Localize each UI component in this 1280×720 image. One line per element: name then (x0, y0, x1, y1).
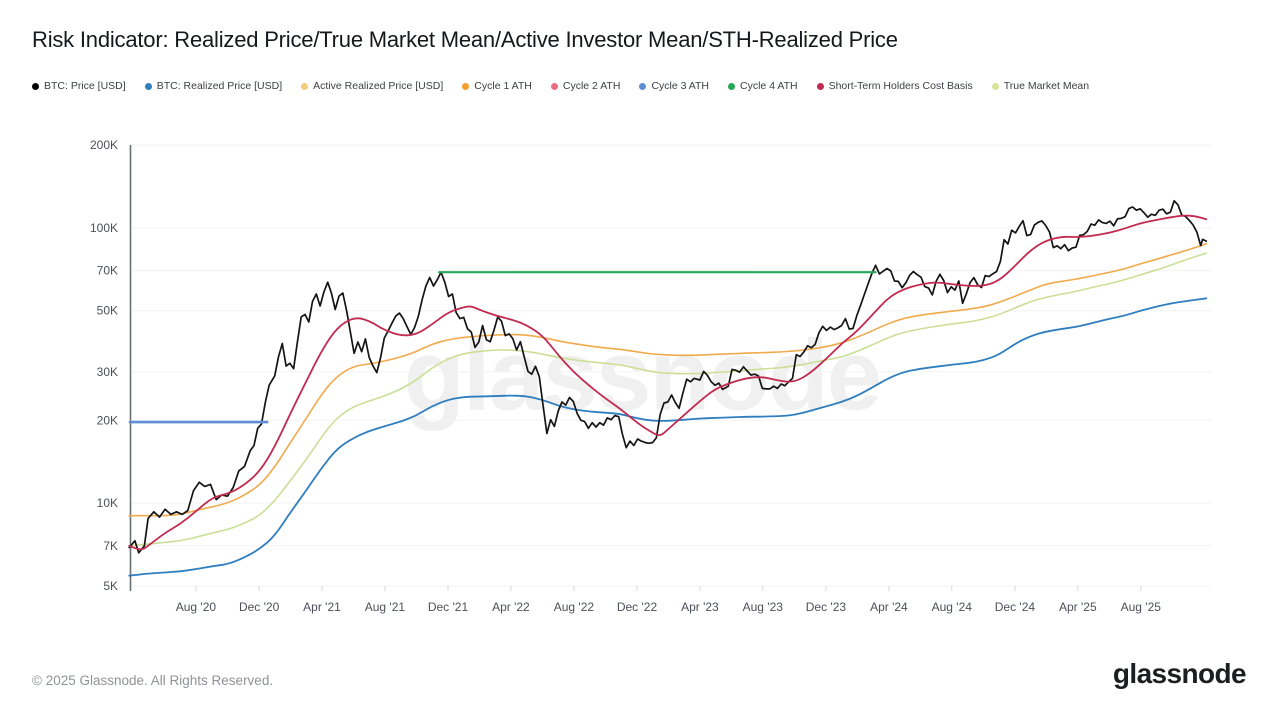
legend-item-cycle-3-ath[interactable]: Cycle 3 ATH (639, 80, 709, 92)
legend-item-cycle-4-ath[interactable]: Cycle 4 ATH (728, 80, 798, 92)
svg-text:Aug '22: Aug '22 (554, 600, 595, 614)
svg-text:Apr '22: Apr '22 (492, 600, 530, 614)
legend-item-label: BTC: Realized Price [USD] (156, 80, 283, 92)
svg-text:Apr '25: Apr '25 (1059, 600, 1097, 614)
svg-text:100K: 100K (90, 221, 118, 235)
legend-item-label: Short-Term Holders Cost Basis (828, 80, 973, 92)
legend-item-label: Cycle 3 ATH (651, 80, 710, 92)
svg-text:Aug '20: Aug '20 (176, 600, 217, 614)
svg-text:Apr '21: Apr '21 (303, 600, 341, 614)
svg-text:5K: 5K (103, 579, 118, 593)
legend-dot-icon (144, 82, 152, 90)
legend-dot-icon (550, 82, 558, 90)
legend-item-true-market-mean[interactable]: True Market Mean (991, 80, 1090, 92)
legend-item-label: BTC: Price [USD] (44, 80, 126, 92)
svg-text:Aug '21: Aug '21 (365, 600, 406, 614)
legend-dot-icon (991, 82, 999, 90)
series-short-term-holders-cost-basis (128, 214, 1208, 551)
svg-text:Aug '24: Aug '24 (932, 600, 973, 614)
svg-text:Aug '25: Aug '25 (1121, 600, 1162, 614)
svg-text:7K: 7K (103, 539, 118, 553)
svg-text:200K: 200K (90, 138, 118, 152)
legend-item-btc-realized-price-usd[interactable]: BTC: Realized Price [USD] (144, 80, 283, 92)
page-title: Risk Indicator: Realized Price/True Mark… (32, 27, 898, 52)
svg-text:30K: 30K (97, 365, 118, 379)
svg-text:20K: 20K (97, 413, 118, 427)
svg-text:Dec '21: Dec '21 (428, 600, 469, 614)
svg-text:Aug '23: Aug '23 (743, 600, 784, 614)
svg-text:50K: 50K (97, 304, 118, 318)
svg-text:Apr '24: Apr '24 (870, 600, 908, 614)
legend-item-label: Cycle 2 ATH (562, 80, 621, 92)
glassnode-logo: glassnode (1112, 658, 1247, 689)
series-btc-price-usd (128, 199, 1208, 554)
legend-dot-icon (816, 82, 824, 90)
svg-text:Dec '24: Dec '24 (995, 600, 1036, 614)
svg-text:70K: 70K (97, 264, 118, 278)
series-btc-realized-price-usd (128, 297, 1208, 577)
legend-item-cycle-1-ath[interactable]: Cycle 1 ATH (462, 80, 532, 92)
y-axis-labels: 200K 100K 70K 50K 30K 20K 10K 7K 5K (90, 138, 118, 593)
svg-text:Dec '23: Dec '23 (806, 600, 847, 614)
legend-item-label: Active Realized Price [USD] (313, 80, 444, 92)
svg-text:Apr '23: Apr '23 (681, 600, 719, 614)
legend-item-label: Cycle 1 ATH (474, 80, 532, 92)
chart-legend: BTC: Price [USD] BTC: Realized Price [USD… (32, 80, 1089, 92)
series-active-realized-price-usd (128, 243, 1208, 517)
legend-item-short-term-holders-cost-basis[interactable]: Short-Term Holders Cost Basis (816, 80, 973, 92)
legend-item-btc-price-usd[interactable]: BTC: Price [USD] (32, 80, 126, 92)
series-true-market-mean (128, 252, 1208, 547)
legend-dot-icon (728, 82, 736, 90)
svg-text:Dec '20: Dec '20 (239, 600, 280, 614)
legend-item-cycle-2-ath[interactable]: Cycle 2 ATH (550, 80, 621, 92)
legend-item-label: True Market Mean (1003, 80, 1090, 92)
legend-dot-icon (462, 82, 470, 90)
svg-text:10K: 10K (97, 496, 118, 510)
copyright-text: © 2025 Glassnode. All Rights Reserved. (32, 673, 274, 688)
legend-item-active-realized-price-usd[interactable]: Active Realized Price [USD] (301, 80, 443, 92)
legend-dot-icon (32, 82, 39, 90)
legend-item-label: Cycle 4 ATH (740, 80, 798, 92)
x-axis-labels: Aug '20 Dec '20 Apr '21 Aug '21 Dec '21 Apr '… (176, 586, 1162, 614)
legend-dot-icon (301, 82, 309, 90)
svg-text:Dec '22: Dec '22 (617, 600, 658, 614)
legend-dot-icon (639, 82, 647, 90)
